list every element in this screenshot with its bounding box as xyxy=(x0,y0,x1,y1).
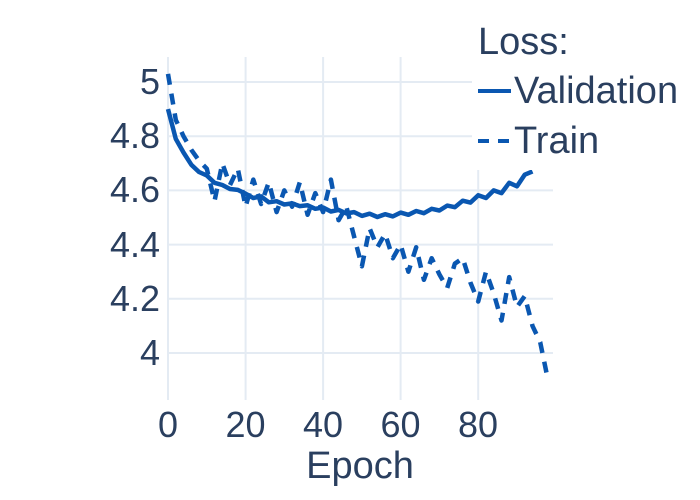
y-tick-label: 4.6 xyxy=(109,169,160,210)
legend-title: Loss: xyxy=(478,21,569,63)
train-line-icon xyxy=(478,138,511,143)
validation-line-icon xyxy=(478,88,511,93)
y-tick-label: 5 xyxy=(139,61,160,102)
x-tick-label: 0 xyxy=(157,404,179,445)
x-tick-label: 40 xyxy=(302,404,344,445)
x-axis-title: Epoch xyxy=(306,445,414,487)
x-tick-label: 80 xyxy=(457,404,499,445)
x-tick-label: 60 xyxy=(380,404,421,445)
train-line xyxy=(165,73,551,381)
legend-item-label: Train xyxy=(514,119,600,162)
legend-item-train[interactable]: Train xyxy=(478,116,678,166)
y-tick-label: 4.4 xyxy=(109,224,160,265)
y-tick-label: 4.2 xyxy=(109,278,160,319)
y-tick-label: 4.8 xyxy=(109,115,160,156)
legend: Loss: Validation Train xyxy=(472,20,683,170)
legend-item-validation[interactable]: Validation xyxy=(478,66,678,116)
y-tick-label: 4 xyxy=(139,332,160,373)
x-tick-label: 20 xyxy=(225,404,266,445)
legend-item-label: Validation xyxy=(514,69,679,112)
